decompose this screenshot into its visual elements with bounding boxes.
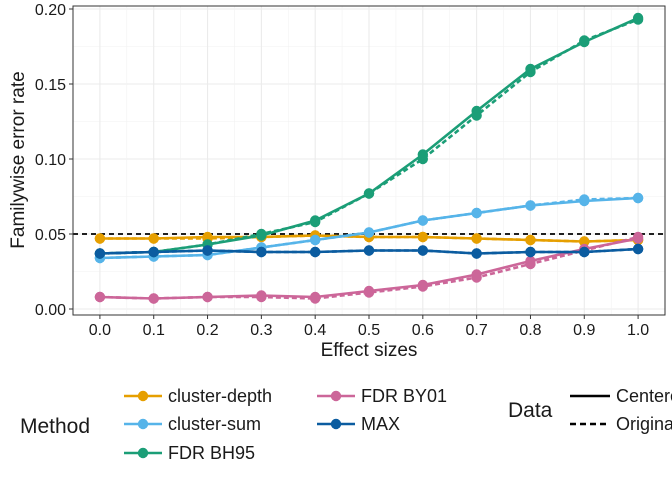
- point-cluster-depth-centered-0: [94, 233, 106, 244]
- legend-key-point-cluster-depth: [137, 390, 149, 402]
- x-tick-label-2: 0.2: [196, 322, 218, 339]
- legend-method-title: Method: [20, 415, 90, 438]
- x-tick-label-9: 0.9: [573, 322, 595, 339]
- legend-label-cluster-sum: cluster-sum: [168, 414, 261, 434]
- point-fdr-by01-centered-0: [94, 291, 106, 303]
- legend-label-max: MAX: [361, 414, 400, 434]
- point-max-centered-9: [579, 246, 590, 258]
- point-fdr-bh95-centered-5: [363, 188, 375, 199]
- x-tick-label-1: 0.1: [143, 322, 165, 339]
- point-max-centered-2: [202, 245, 213, 256]
- point-max-centered-10: [632, 243, 644, 255]
- x-axis: 0.0 0.1 0.2 0.3 0.4 0.5 0.6 0.7 0.8 0.9 1.0: [89, 315, 649, 339]
- point-cluster-sum-centered-6: [417, 215, 429, 226]
- point-fdr-by01-centered-7: [471, 269, 482, 280]
- point-max-centered-7: [471, 248, 482, 259]
- point-max-centered-5: [363, 245, 375, 256]
- point-cluster-depth-centered-2: [202, 231, 213, 243]
- legend-label-original: Original: [616, 414, 672, 434]
- point-cluster-depth-centered-8: [525, 234, 536, 246]
- y-tick-label-1: 0.05: [35, 227, 66, 244]
- point-cluster-sum-centered-8: [525, 200, 536, 211]
- point-cluster-depth-centered-6: [417, 231, 429, 243]
- x-tick-label-4: 0.4: [304, 322, 326, 339]
- point-max-centered-8: [525, 246, 536, 258]
- point-fdr-by01-centered-2: [202, 291, 213, 303]
- point-fdr-bh95-centered-7: [471, 105, 482, 117]
- x-tick-label-5: 0.5: [358, 322, 380, 339]
- y-tick-label-0: 0.00: [35, 302, 66, 319]
- point-fdr-by01-centered-3: [256, 290, 267, 301]
- point-fdr-by01-centered-10: [632, 233, 644, 244]
- legend-label-fdr-by01: FDR BY01: [361, 386, 447, 406]
- x-axis-label: Effect sizes: [321, 340, 418, 361]
- x-tick-label-0: 0.0: [89, 322, 111, 339]
- point-fdr-by01-centered-1: [148, 293, 159, 304]
- x-tick-label-6: 0.6: [412, 322, 434, 339]
- y-tick-label-2: 0.10: [35, 152, 66, 169]
- y-axis-label: Familywise error rate: [8, 71, 29, 248]
- point-fdr-bh95-centered-6: [417, 149, 429, 160]
- legend-data: Data Centered Original: [508, 386, 672, 434]
- point-cluster-depth-centered-9: [579, 236, 590, 247]
- point-fdr-by01-centered-6: [417, 279, 429, 291]
- point-cluster-sum-centered-9: [579, 195, 590, 207]
- point-cluster-depth-centered-1: [148, 233, 159, 244]
- x-tick-label-3: 0.3: [250, 322, 272, 339]
- point-max-centered-0: [94, 248, 106, 259]
- legend-label-centered: Centered: [616, 386, 672, 406]
- point-max-centered-4: [309, 246, 321, 258]
- point-max-centered-3: [256, 246, 267, 258]
- legend-label-cluster-depth: cluster-depth: [168, 386, 272, 406]
- point-cluster-sum-centered-4: [309, 234, 321, 246]
- point-fdr-bh95-centered-8: [525, 63, 536, 75]
- legend-data-title: Data: [508, 399, 553, 422]
- legend-label-fdr-bh95: FDR BH95: [168, 443, 255, 463]
- legend-method: Method cluster-depth cluster-sum FDR BH95 F…: [20, 386, 447, 463]
- point-fdr-by01-centered-4: [309, 291, 321, 303]
- point-cluster-sum-centered-10: [632, 192, 644, 204]
- point-fdr-bh95-centered-10: [632, 12, 644, 24]
- point-cluster-sum-centered-7: [471, 207, 482, 219]
- legend-key-point-fdr-by01: [330, 390, 342, 402]
- y-tick-label-4: 0.20: [35, 2, 66, 19]
- point-fdr-by01-centered-5: [363, 285, 375, 297]
- point-max-centered-1: [148, 246, 159, 258]
- grid: [73, 6, 665, 315]
- x-tick-label-7: 0.7: [466, 322, 488, 339]
- series-points: [94, 12, 644, 304]
- point-cluster-depth-centered-7: [471, 233, 482, 244]
- x-tick-label-8: 0.8: [519, 322, 541, 339]
- point-cluster-sum-centered-5: [363, 227, 375, 238]
- legend-key-point-max: [330, 418, 342, 430]
- point-fdr-by01-centered-8: [525, 255, 536, 267]
- legend-key-point-cluster-sum: [137, 418, 149, 430]
- point-fdr-bh95-centered-3: [256, 230, 267, 241]
- legend-key-point-fdr-bh95: [137, 447, 149, 459]
- y-tick-label-3: 0.15: [35, 77, 66, 94]
- point-max-centered-6: [417, 245, 429, 256]
- point-fdr-bh95-centered-9: [579, 36, 590, 48]
- point-fdr-bh95-centered-4: [309, 215, 321, 226]
- y-axis: 0.00 0.05 0.10 0.15 0.20: [35, 2, 73, 319]
- x-tick-label-10: 1.0: [627, 322, 649, 339]
